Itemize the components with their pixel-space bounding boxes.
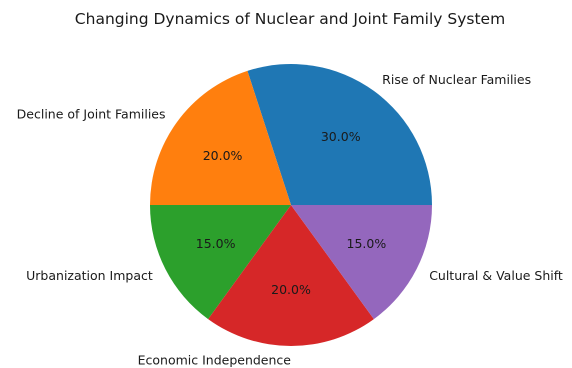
slice-category-label: Decline of Joint Families — [17, 106, 166, 121]
slice-category-label: Urbanization Impact — [26, 268, 153, 283]
pie-slice — [291, 205, 432, 320]
pie-slices — [150, 63, 432, 346]
pie-slice — [247, 63, 432, 205]
pie-slice — [150, 70, 291, 205]
slice-percent-label: 15.0% — [196, 236, 236, 251]
slice-category-label: Economic Independence — [138, 353, 292, 368]
pie-slice — [150, 205, 291, 320]
chart-title: Changing Dynamics of Nuclear and Joint F… — [75, 10, 505, 28]
percent-labels: 30.0% 20.0% 15.0% 20.0% 15.0% — [196, 129, 387, 297]
pie-slice — [208, 205, 374, 346]
slice-percent-label: 30.0% — [321, 129, 361, 144]
slice-category-label: Cultural & Value Shift — [429, 268, 563, 283]
slice-category-label: Rise of Nuclear Families — [382, 72, 531, 87]
slice-percent-label: 15.0% — [347, 236, 387, 251]
slice-percent-label: 20.0% — [271, 282, 311, 297]
category-labels: Rise of Nuclear Families Decline of Joint… — [17, 72, 563, 368]
slice-percent-label: 20.0% — [203, 148, 243, 163]
